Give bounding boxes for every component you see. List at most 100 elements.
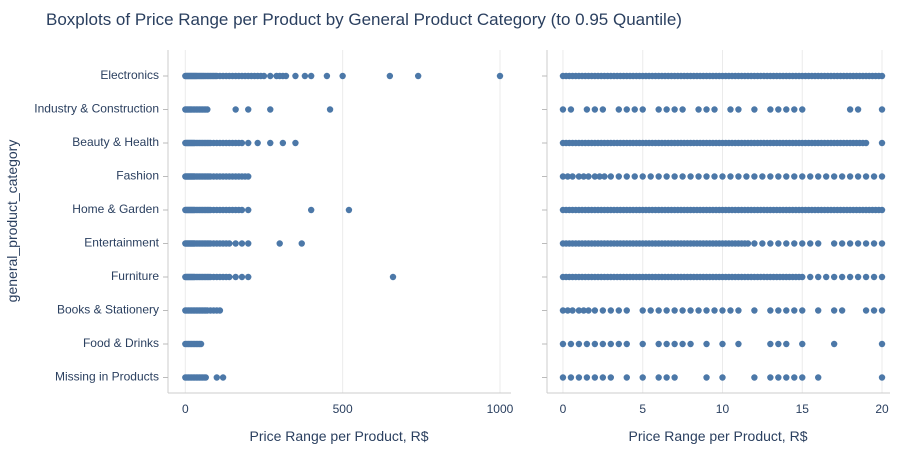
data-point <box>631 173 638 180</box>
data-point <box>735 173 742 180</box>
data-point <box>655 173 662 180</box>
data-point <box>615 173 622 180</box>
data-point <box>567 106 575 113</box>
data-point <box>232 106 239 113</box>
data-point <box>711 173 718 180</box>
data-point <box>751 307 758 314</box>
data-point <box>846 273 854 281</box>
data-point <box>775 307 782 314</box>
data-point <box>767 374 774 381</box>
data-point <box>204 106 211 113</box>
data-point <box>559 106 567 113</box>
data-point <box>791 240 798 247</box>
data-point <box>687 340 694 348</box>
x-tick-label: 1000 <box>487 402 514 416</box>
data-point <box>783 173 790 180</box>
data-point <box>846 106 854 113</box>
data-point <box>414 72 422 80</box>
data-point <box>807 273 814 281</box>
data-point <box>345 206 353 214</box>
data-point <box>292 139 299 147</box>
x-tick-label: 0 <box>182 402 189 416</box>
data-point <box>655 307 662 314</box>
data-point <box>301 72 309 80</box>
data-point <box>719 173 726 180</box>
data-point <box>575 307 583 314</box>
data-point <box>596 173 603 180</box>
data-point <box>791 173 798 180</box>
data-point <box>267 106 274 113</box>
data-point <box>767 307 774 314</box>
data-point <box>663 307 670 314</box>
data-point <box>591 374 599 381</box>
data-point <box>711 106 718 113</box>
y-axis-title: general_product_category <box>4 140 20 303</box>
data-point <box>639 173 646 180</box>
data-point <box>307 72 315 80</box>
data-point <box>870 273 878 281</box>
data-point <box>267 72 274 80</box>
data-point <box>767 240 774 247</box>
data-point <box>759 173 766 180</box>
data-point <box>623 173 630 180</box>
data-point <box>567 340 575 348</box>
y-tick-label: Food & Drinks <box>83 336 159 350</box>
data-point <box>783 340 790 348</box>
data-point <box>567 374 575 381</box>
data-point <box>639 374 646 381</box>
data-point <box>791 106 798 113</box>
data-point <box>830 240 838 247</box>
data-point <box>639 106 646 113</box>
data-point <box>783 307 790 314</box>
data-point <box>799 173 806 180</box>
data-point <box>663 374 670 381</box>
data-point <box>575 374 583 381</box>
data-point <box>703 173 710 180</box>
data-point <box>799 240 806 247</box>
data-point <box>238 273 246 281</box>
data-point <box>639 340 646 348</box>
data-point <box>854 106 862 113</box>
data-point <box>838 273 846 281</box>
y-tick-label: Industry & Construction <box>34 102 159 116</box>
data-point <box>623 340 630 348</box>
data-point <box>878 72 886 80</box>
data-point <box>591 307 599 314</box>
data-point <box>799 340 806 348</box>
data-point <box>799 106 806 113</box>
data-point <box>767 106 774 113</box>
data-point <box>751 173 758 180</box>
data-point <box>838 240 846 247</box>
data-point <box>569 307 576 314</box>
data-point <box>615 106 622 113</box>
data-point <box>703 307 710 314</box>
data-point <box>663 173 670 180</box>
data-point <box>719 340 726 348</box>
data-point <box>583 374 591 381</box>
data-point <box>607 307 615 314</box>
data-point <box>854 273 862 281</box>
data-point <box>799 273 806 281</box>
data-point <box>862 273 870 281</box>
data-point <box>838 173 846 180</box>
data-point <box>870 240 878 247</box>
data-point <box>607 374 615 381</box>
data-point <box>599 106 607 113</box>
data-point <box>846 173 854 180</box>
data-point <box>292 72 299 80</box>
data-point <box>671 374 678 381</box>
data-point <box>623 106 630 113</box>
data-point <box>583 340 591 348</box>
data-point <box>245 273 252 281</box>
x-tick-label: 500 <box>333 402 353 416</box>
data-point <box>846 240 854 247</box>
data-point <box>232 240 239 247</box>
y-tick-label: Furniture <box>111 269 159 283</box>
data-point <box>711 307 718 314</box>
data-point <box>703 106 710 113</box>
data-point <box>830 340 838 348</box>
data-point <box>751 240 758 247</box>
data-point <box>815 273 822 281</box>
data-point <box>655 340 662 348</box>
data-point <box>735 106 742 113</box>
